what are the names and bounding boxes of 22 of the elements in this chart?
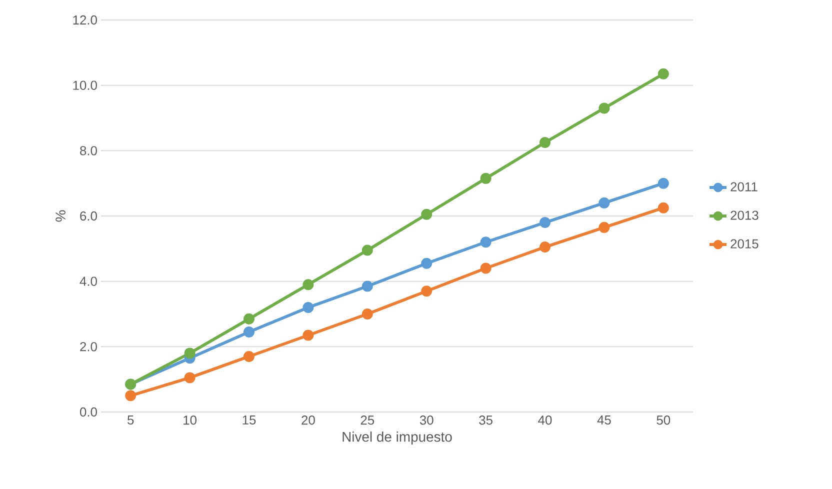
legend-label: 2015 [730,239,758,248]
y-axis-title: % [56,210,66,222]
y-tick-label: 2.0 [80,342,97,352]
y-tick-label: 4.0 [80,276,97,286]
x-tick-label: 20 [302,416,315,425]
x-axis-title: Nivel de impuesto [342,432,452,445]
y-tick-label: 0.0 [80,407,97,417]
x-tick-label: 50 [656,416,670,425]
x-tick-label: 5 [128,416,134,425]
x-tick-label: 30 [420,416,434,425]
legend-label: 2013 [730,210,758,220]
y-tick-label: 12.0 [73,15,97,25]
x-tick-label: 45 [597,416,611,425]
x-tick-label: 10 [184,416,197,425]
y-tick-label: 10.0 [73,80,97,90]
x-tick-label: 25 [360,416,374,425]
x-tick-label: 15 [242,416,256,425]
x-tick-label: 40 [538,416,552,425]
y-tick-label: 8.0 [80,146,97,156]
legend-label: 2011 [730,182,758,192]
y-tick-label: 6.0 [80,211,97,221]
x-tick-label: 35 [479,416,492,425]
